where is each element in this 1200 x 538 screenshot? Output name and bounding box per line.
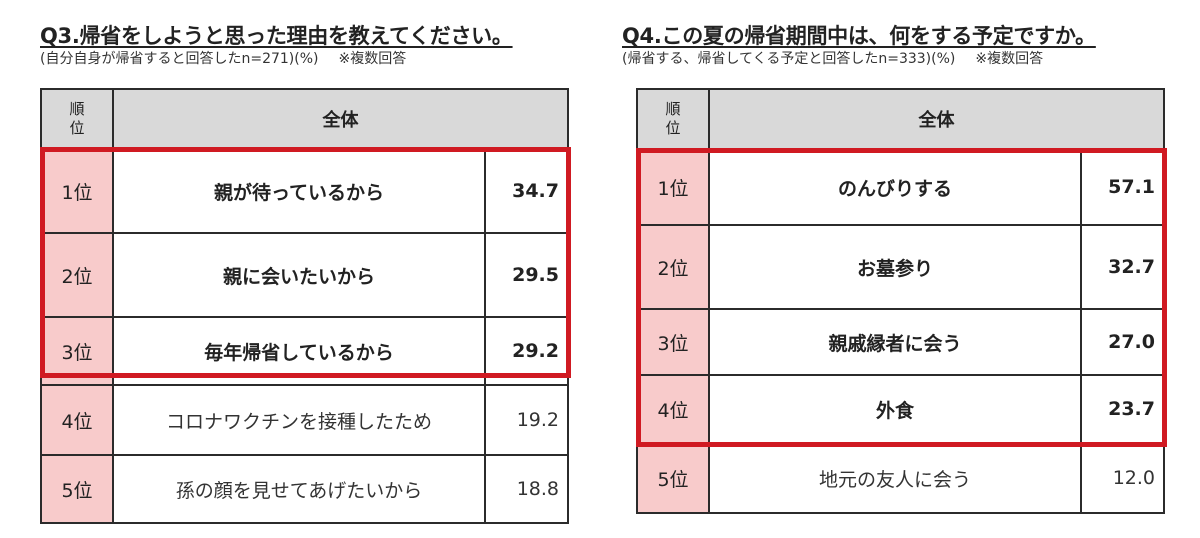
table-row: 2位 お墓参り 32.7 — [636, 224, 1165, 310]
rank-column-header: 順 位 — [40, 88, 114, 150]
q3-note: (自分自身が帰省すると回答したn=271)(%) ※複数回答 — [40, 48, 406, 68]
item-cell: コロナワクチンを接種したため — [112, 384, 486, 456]
rank-cell: 3位 — [636, 308, 710, 376]
rank-cell: 2位 — [636, 224, 710, 310]
all-column-header: 全体 — [112, 88, 569, 150]
item-cell: のんびりする — [708, 148, 1082, 226]
item-cell: 毎年帰省しているから — [112, 316, 486, 386]
q3-sample-note: (自分自身が帰省すると回答したn=271)(%) — [40, 51, 319, 67]
value-cell: 23.7 — [1080, 374, 1165, 444]
rank-cell: 3位 — [40, 316, 114, 386]
value-cell: 29.5 — [484, 232, 569, 318]
q4-multi-note: ※複数回答 — [975, 51, 1044, 67]
rank-cell: 1位 — [636, 148, 710, 226]
table-row: 1位 のんびりする 57.1 — [636, 148, 1165, 226]
q4-title: Q4.この夏の帰省期間中は、何をする予定ですか。 — [622, 24, 1096, 48]
rank-cell: 4位 — [40, 384, 114, 456]
item-cell: 地元の友人に会う — [708, 442, 1082, 514]
q4-note: (帰省する、帰省してくる予定と回答したn=333)(%) ※複数回答 — [622, 48, 1043, 68]
q3-multi-note: ※複数回答 — [338, 51, 407, 67]
value-cell: 27.0 — [1080, 308, 1165, 376]
rank-cell: 1位 — [40, 148, 114, 234]
item-cell: 外食 — [708, 374, 1082, 444]
table-row: 5位 孫の顔を見せてあげたいから 18.8 — [40, 454, 569, 524]
item-cell: 親に会いたいから — [112, 232, 486, 318]
table-row: 3位 親戚縁者に会う 27.0 — [636, 308, 1165, 376]
value-cell: 29.2 — [484, 316, 569, 386]
all-column-header: 全体 — [708, 88, 1165, 150]
table-header-row: 順 位 全体 — [40, 88, 569, 150]
rank-cell: 2位 — [40, 232, 114, 318]
table-row: 4位 コロナワクチンを接種したため 19.2 — [40, 384, 569, 456]
rank-column-header: 順 位 — [636, 88, 710, 150]
value-cell: 57.1 — [1080, 148, 1165, 226]
value-cell: 18.8 — [484, 454, 569, 524]
q3-title: Q3.帰省をしようと思った理由を教えてください。 — [40, 24, 513, 48]
table-row: 5位 地元の友人に会う 12.0 — [636, 442, 1165, 514]
q4-ranking-table: 順 位 全体 1位 のんびりする 57.1 2位 お墓参り 32.7 3位 親戚… — [636, 88, 1165, 514]
value-cell: 32.7 — [1080, 224, 1165, 310]
value-cell: 19.2 — [484, 384, 569, 456]
item-cell: 孫の顔を見せてあげたいから — [112, 454, 486, 524]
rank-cell: 4位 — [636, 374, 710, 444]
item-cell: 親戚縁者に会う — [708, 308, 1082, 376]
table-row: 1位 親が待っているから 34.7 — [40, 148, 569, 234]
value-cell: 12.0 — [1080, 442, 1165, 514]
q3-ranking-table: 順 位 全体 1位 親が待っているから 34.7 2位 親に会いたいから 29.… — [40, 88, 569, 524]
table-row: 2位 親に会いたいから 29.5 — [40, 232, 569, 318]
value-cell: 34.7 — [484, 148, 569, 234]
rank-cell: 5位 — [40, 454, 114, 524]
rank-cell: 5位 — [636, 442, 710, 514]
table-row: 4位 外食 23.7 — [636, 374, 1165, 444]
q4-sample-note: (帰省する、帰省してくる予定と回答したn=333)(%) — [622, 51, 956, 67]
table-row: 3位 毎年帰省しているから 29.2 — [40, 316, 569, 386]
item-cell: お墓参り — [708, 224, 1082, 310]
item-cell: 親が待っているから — [112, 148, 486, 234]
table-header-row: 順 位 全体 — [636, 88, 1165, 150]
